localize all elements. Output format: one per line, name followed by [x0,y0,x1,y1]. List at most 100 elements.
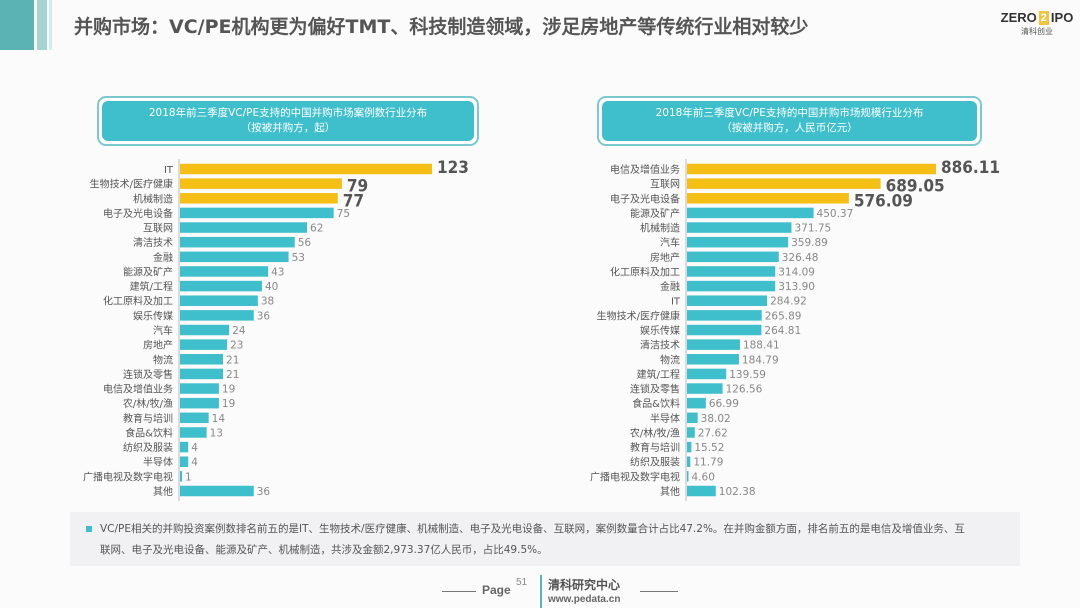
category-label: 能源及矿产 [123,265,173,278]
value-label: 19 [222,384,235,396]
value-label: 36 [257,310,271,322]
bar [687,339,740,350]
category-label: 化工原料及加工 [103,295,173,308]
header-decoration-bar [49,0,52,50]
value-label: 13 [210,427,223,439]
right-chart-subtitle: （按被并购方，人民币亿元） [721,122,858,134]
category-label: 纺织及服装 [630,456,680,469]
logo-subtext: 清科创业 [1021,27,1053,36]
value-label: 38.02 [701,413,731,425]
category-label: 房地产 [143,339,173,352]
category-label: 汽车 [153,324,173,337]
bar [180,397,219,409]
value-label: 188.41 [743,340,780,352]
value-label: 15.52 [694,442,724,454]
value-label: 1 [185,471,192,483]
value-label: 38 [261,296,274,308]
bar [687,383,723,394]
category-label: 化工原料及加工 [610,265,680,278]
bar [180,295,258,306]
category-label: 电子及光电设备 [610,192,680,205]
category-label: 教育与培训 [630,441,680,454]
category-label: 广播电视及数字电视 [590,470,680,483]
value-label: 139.59 [729,369,766,381]
value-label: 313.90 [778,281,815,293]
category-label: 其他 [660,485,680,498]
bar [180,222,308,233]
zero2ipo-logo: ZERO 2 IPO 清科创业 [996,10,1078,37]
bar [180,324,230,336]
category-label: 教育与培训 [123,412,173,425]
value-label: 11.79 [693,457,723,469]
bar [687,266,776,277]
category-label: 农/林/牧/渔 [123,397,173,410]
bar [180,427,207,438]
bar [687,295,768,306]
value-label: 66.99 [709,398,739,410]
value-label: 284.92 [770,296,807,308]
category-label: IT [164,165,174,176]
value-label: 27.62 [698,427,728,439]
left-chart-title: 2018年前三季度VC/PE支持的中国并购市场案例数行业分布 [148,107,428,119]
bar [180,207,334,219]
left-chart-subtitle: （按被并购方，起） [240,122,336,134]
category-label: 连锁及零售 [123,368,173,381]
value-label: 450.37 [817,208,854,220]
bar [180,456,189,467]
value-label: 43 [271,266,284,278]
bar [687,193,849,204]
value-label: 36 [257,486,271,498]
value-label: 75 [337,208,350,220]
right-chart-title: 2018年前三季度VC/PE支持的中国并购市场规模行业分布 [655,107,924,119]
footer-org-name: 清科研究中心 [548,578,621,592]
value-label: 53 [292,252,305,264]
bar [687,412,698,424]
value-label: 21 [226,369,239,381]
category-label: IT [671,297,681,308]
category-label: 半导体 [143,456,173,469]
category-label: 娱乐传媒 [133,309,173,322]
category-label: 汽车 [660,236,680,249]
category-label: 物流 [660,353,680,366]
category-label: 互联网 [143,223,173,235]
footer-url: www.pedata.cn [548,594,621,605]
category-label: 广播电视及数字电视 [83,470,173,483]
value-label: 4 [191,457,198,469]
category-label: 其他 [153,485,173,498]
bar [180,193,338,204]
category-label: 电信及增值业务 [103,383,173,396]
value-label: 77 [343,191,364,211]
category-label: 食品&饮料 [125,426,173,439]
bar [180,471,183,482]
page-title: 并购市场：VC/PE机构更为偏好TMT、科技制造领域，涉足房地产等传统行业相对较… [74,16,809,38]
category-label: 娱乐传媒 [640,324,680,337]
bar [180,485,254,497]
category-label: 清洁技术 [640,339,680,352]
bar [180,383,219,394]
bar [180,178,342,189]
footer-separator [540,575,542,608]
value-label: 19 [222,398,235,410]
value-label: 56 [298,237,312,249]
value-label: 264.81 [764,325,801,337]
value-label: 371.75 [794,223,831,235]
bar [687,485,716,497]
value-label: 79 [347,177,368,197]
category-label: 电子及光电设备 [103,207,173,220]
value-label: 689.05 [886,177,945,197]
bar [180,441,189,453]
category-label: 纺织及服装 [123,441,173,454]
bar [687,324,762,336]
value-label: 4.60 [692,471,715,483]
category-label: 建筑/工程 [637,368,680,381]
bar [180,368,224,380]
logo-text-right: IPO [1050,10,1074,25]
bar [180,412,209,424]
summary-text: VC/PE相关的并购投资案例数排名前五的是IT、生物技术/医疗健康、机械制造、电… [100,523,965,556]
bar [687,441,692,453]
value-label: 102.38 [719,486,756,498]
bar [180,354,224,365]
bar [687,207,814,219]
category-label: 机械制造 [133,192,173,205]
